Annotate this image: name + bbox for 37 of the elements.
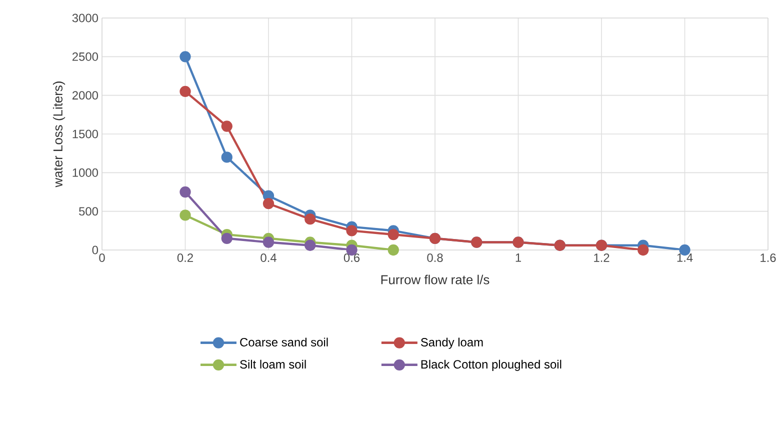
point <box>262 236 274 248</box>
point <box>346 225 358 236</box>
y-tick-label: 500 <box>79 207 98 216</box>
point <box>221 120 232 132</box>
legend-label: Sandy loam <box>420 338 483 349</box>
x-tick-label: 0.6 <box>344 254 360 262</box>
point <box>388 244 399 256</box>
y-tick-label: 0 <box>92 246 98 254</box>
y-tick-label: 1000 <box>72 168 98 177</box>
x-tick-label: 1 <box>516 254 521 262</box>
point <box>388 228 399 240</box>
x-tick-label: 0 <box>99 254 105 262</box>
x-tick-label: 1.4 <box>677 254 693 262</box>
x-tick-label: 1.6 <box>760 254 776 262</box>
point <box>180 51 191 62</box>
point <box>304 213 316 225</box>
y-tick-label: 1500 <box>72 130 98 138</box>
y-tick-label: 2000 <box>72 91 98 100</box>
x-axis-title: Furrow flow rate l/s <box>381 274 490 284</box>
y-tick-label: 2500 <box>72 52 98 61</box>
point <box>262 198 274 210</box>
point <box>180 86 191 98</box>
point <box>304 240 316 251</box>
legend-label: Silt loam soil <box>240 360 306 369</box>
legend-label: Coarse sand soil <box>240 338 328 346</box>
y-axis-title: water Loss (Liters) <box>52 82 66 188</box>
x-tick-label: 0.2 <box>177 254 193 262</box>
x-tick-label: 0.4 <box>260 254 276 262</box>
x-tick-label: 0.8 <box>427 254 443 262</box>
x-tick-label: 1.2 <box>594 254 610 262</box>
y-tick-label: 3000 <box>72 14 98 22</box>
point <box>638 244 649 256</box>
point <box>180 186 191 198</box>
point <box>180 210 191 221</box>
point <box>221 152 232 163</box>
point <box>221 232 232 244</box>
legend-label: Black Cotton ploughed soil <box>421 360 562 371</box>
